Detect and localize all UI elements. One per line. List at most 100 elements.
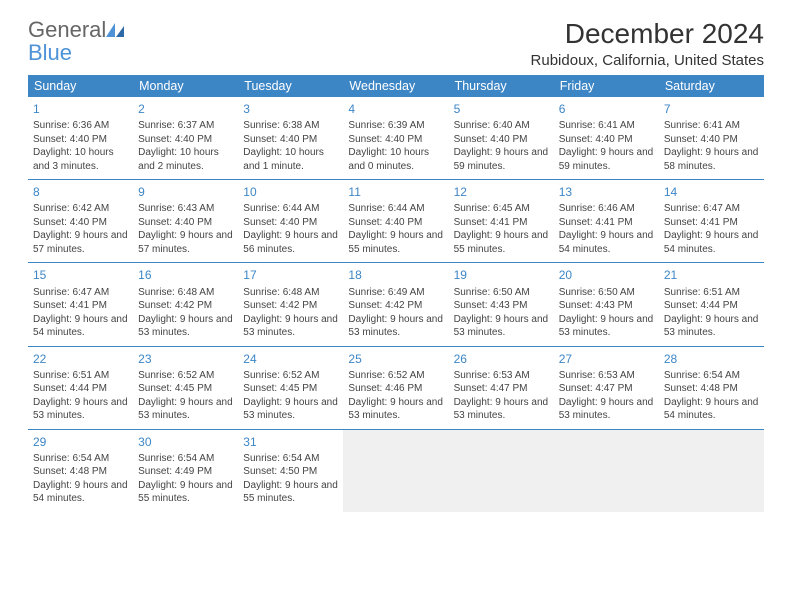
sunrise-line: Sunrise: 6:44 AM — [243, 202, 338, 216]
calendar-row: 1Sunrise: 6:36 AMSunset: 4:40 PMDaylight… — [28, 97, 764, 180]
sunset-line: Sunset: 4:41 PM — [33, 299, 128, 313]
daylight-line: Daylight: 10 hours and 3 minutes. — [33, 146, 128, 173]
sunset-line: Sunset: 4:41 PM — [559, 216, 654, 230]
calendar-table: SundayMondayTuesdayWednesdayThursdayFrid… — [28, 75, 764, 512]
calendar-cell: 20Sunrise: 6:50 AMSunset: 4:43 PMDayligh… — [554, 263, 659, 346]
calendar-row: 15 Sunrise: 6:47 AMSunset: 4:41 PM Dayligh… — [28, 263, 764, 346]
day-number: 17 — [243, 267, 338, 283]
day-number: 23 — [138, 351, 233, 367]
sunset-line: Sunset: 4:46 PM — [348, 382, 443, 396]
calendar-cell — [343, 429, 448, 512]
day-number: 29 — [33, 434, 128, 450]
calendar-cell: 6Sunrise: 6:41 AMSunset: 4:40 PMDaylight… — [554, 97, 659, 180]
sunrise-line: Sunrise: 6:54 AM — [664, 369, 759, 383]
sunset-line: Sunset: 4:47 PM — [559, 382, 654, 396]
calendar-cell: 19Sunrise: 6:50 AMSunset: 4:43 PMDayligh… — [449, 263, 554, 346]
daylight-line: Daylight: 9 hours and 59 minutes. — [454, 146, 549, 173]
calendar-cell: 21Sunrise: 6:51 AMSunset: 4:44 PMDayligh… — [659, 263, 764, 346]
sunrise-line: Sunrise: 6:36 AM — [33, 119, 128, 133]
sunrise-line: Sunrise: 6:51 AM — [664, 286, 759, 300]
calendar-cell: 23Sunrise: 6:52 AMSunset: 4:45 PMDayligh… — [133, 346, 238, 429]
sunrise-line: Sunrise: 6:37 AM — [138, 119, 233, 133]
calendar-cell: 5Sunrise: 6:40 AMSunset: 4:40 PMDaylight… — [449, 97, 554, 180]
daylight-line: Daylight: 9 hours and 53 minutes. — [243, 396, 338, 423]
calendar-cell: 16Sunrise: 6:48 AMSunset: 4:42 PMDayligh… — [133, 263, 238, 346]
sail-icon — [106, 17, 124, 42]
calendar-cell: 30Sunrise: 6:54 AMSunset: 4:49 PMDayligh… — [133, 429, 238, 512]
sunrise-line: Sunrise: 6:52 AM — [243, 369, 338, 383]
sunset-line: Sunset: 4:42 PM — [138, 299, 233, 313]
day-header: Saturday — [659, 75, 764, 97]
sunrise-line: Sunrise: 6:52 AM — [348, 369, 443, 383]
sunset-line: Sunset: 4:40 PM — [243, 133, 338, 147]
brand-text: General Blue — [28, 18, 124, 64]
sunrise-line: Sunrise: 6:54 AM — [138, 452, 233, 466]
day-header: Tuesday — [238, 75, 343, 97]
sunset-line: Sunset: 4:44 PM — [664, 299, 759, 313]
daylight-line: Daylight: 9 hours and 54 minutes. — [559, 229, 654, 256]
day-number: 4 — [348, 101, 443, 117]
daylight-line: Daylight: 9 hours and 53 minutes. — [559, 313, 654, 340]
day-header: Friday — [554, 75, 659, 97]
sunset-line: Sunset: 4:45 PM — [243, 382, 338, 396]
sunrise-line: Sunrise: 6:43 AM — [138, 202, 233, 216]
calendar-cell: 31Sunrise: 6:54 AMSunset: 4:50 PMDayligh… — [238, 429, 343, 512]
sunrise-line: Sunrise: 6:53 AM — [559, 369, 654, 383]
sunrise-line: Sunrise: 6:47 AM — [33, 286, 128, 300]
sunrise-line: Sunrise: 6:54 AM — [243, 452, 338, 466]
sunrise-line: Sunrise: 6:39 AM — [348, 119, 443, 133]
calendar-cell: 24 Sunrise: 6:52 AMSunset: 4:45 PMDayligh… — [238, 346, 343, 429]
calendar-cell: 8Sunrise: 6:42 AMSunset: 4:40 PMDaylight… — [28, 180, 133, 263]
daylight-line: Daylight: 9 hours and 56 minutes. — [243, 229, 338, 256]
sunset-line: Sunset: 4:49 PM — [138, 465, 233, 479]
day-header: Thursday — [449, 75, 554, 97]
sunrise-line: Sunrise: 6:49 AM — [348, 286, 443, 300]
day-header: Sunday — [28, 75, 133, 97]
sunrise-line: Sunrise: 6:44 AM — [348, 202, 443, 216]
sunrise-line: Sunrise: 6:51 AM — [33, 369, 128, 383]
sunrise-line: Sunrise: 6:38 AM — [243, 119, 338, 133]
sunrise-line: Sunrise: 6:41 AM — [559, 119, 654, 133]
day-number: 19 — [454, 267, 549, 283]
day-number: 2 — [138, 101, 233, 117]
title-block: December 2024 Rubidoux, California, Unit… — [531, 18, 764, 69]
daylight-line: Daylight: 9 hours and 53 minutes. — [559, 396, 654, 423]
sunset-line: Sunset: 4:48 PM — [664, 382, 759, 396]
day-number: 27 — [559, 351, 654, 367]
calendar-cell: 28Sunrise: 6:54 AMSunset: 4:48 PMDayligh… — [659, 346, 764, 429]
day-header: Monday — [133, 75, 238, 97]
daylight-line: Daylight: 10 hours and 2 minutes. — [138, 146, 233, 173]
day-number: 24 — [243, 351, 338, 367]
sunset-line: Sunset: 4:40 PM — [138, 133, 233, 147]
daylight-line: Daylight: 9 hours and 53 minutes. — [138, 313, 233, 340]
day-number: 11 — [348, 184, 443, 200]
sunset-line: Sunset: 4:50 PM — [243, 465, 338, 479]
sunrise-line: Sunrise: 6:54 AM — [33, 452, 128, 466]
day-number: 21 — [664, 267, 759, 283]
daylight-line: Daylight: 9 hours and 54 minutes. — [664, 396, 759, 423]
calendar-cell: 3Sunrise: 6:38 AMSunset: 4:40 PMDaylight… — [238, 97, 343, 180]
sunrise-line: Sunrise: 6:53 AM — [454, 369, 549, 383]
sunset-line: Sunset: 4:40 PM — [348, 216, 443, 230]
day-number: 15 — [33, 267, 128, 283]
daylight-line: Daylight: 9 hours and 54 minutes. — [33, 479, 128, 506]
daylight-line: Daylight: 9 hours and 57 minutes. — [138, 229, 233, 256]
calendar-cell: 10Sunrise: 6:44 AMSunset: 4:40 PMDayligh… — [238, 180, 343, 263]
daylight-line: Daylight: 9 hours and 57 minutes. — [33, 229, 128, 256]
daylight-line: Daylight: 9 hours and 53 minutes. — [243, 313, 338, 340]
daylight-line: Daylight: 9 hours and 59 minutes. — [559, 146, 654, 173]
sunrise-line: Sunrise: 6:41 AM — [664, 119, 759, 133]
sunset-line: Sunset: 4:40 PM — [559, 133, 654, 147]
daylight-line: Daylight: 9 hours and 53 minutes. — [33, 396, 128, 423]
day-number: 3 — [243, 101, 338, 117]
day-number: 5 — [454, 101, 549, 117]
calendar-cell — [449, 429, 554, 512]
sunset-line: Sunset: 4:40 PM — [454, 133, 549, 147]
day-number: 30 — [138, 434, 233, 450]
day-number: 1 — [33, 101, 128, 117]
calendar-cell: 14Sunrise: 6:47 AMSunset: 4:41 PMDayligh… — [659, 180, 764, 263]
calendar-cell: 9Sunrise: 6:43 AMSunset: 4:40 PMDaylight… — [133, 180, 238, 263]
daylight-line: Daylight: 9 hours and 55 minutes. — [348, 229, 443, 256]
sunset-line: Sunset: 4:43 PM — [454, 299, 549, 313]
calendar-cell: 27 Sunrise: 6:53 AMSunset: 4:47 PMDayligh… — [554, 346, 659, 429]
